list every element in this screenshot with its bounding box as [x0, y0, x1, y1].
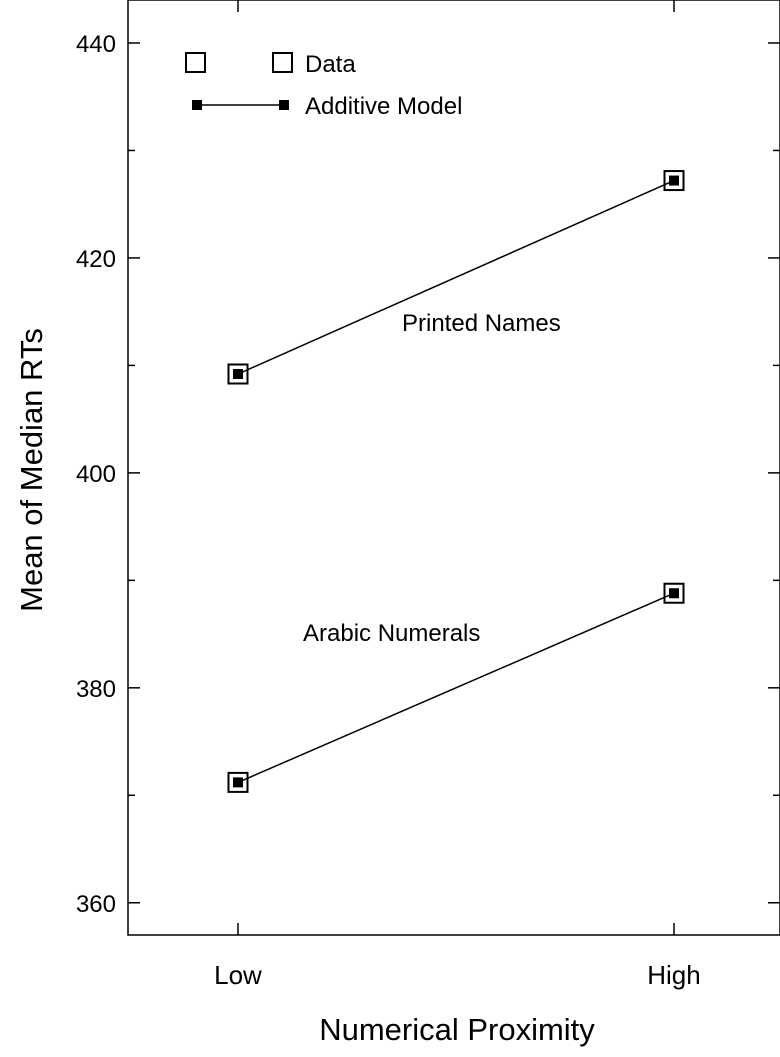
legend-data-marker-1 [185, 52, 206, 73]
model-point-arabic-numerals-high [669, 588, 679, 599]
y-tick-label-420: 420 [76, 246, 116, 273]
series-label-printed-names: Printed Names [402, 310, 561, 337]
y-tick-label-360: 360 [76, 891, 116, 918]
data-point-printed-names-low [227, 363, 249, 385]
data-point-printed-names-high [663, 170, 685, 192]
model-line-printed-names [237, 179, 675, 375]
model-point-arabic-numerals-low [233, 777, 243, 788]
model-point-printed-names-high [669, 175, 679, 186]
legend-label-data: Data [305, 51, 356, 78]
legend-model-marker-2 [279, 100, 289, 110]
legend-model-marker-1 [192, 100, 202, 110]
y-tick-label-440: 440 [76, 31, 116, 58]
x-axis-label: Numerical Proximity [319, 1012, 595, 1047]
legend-data-marker-2 [272, 52, 293, 73]
legend-label-additive-model: Additive Model [305, 93, 462, 120]
data-point-arabic-numerals-low [227, 771, 249, 793]
x-tick-label-high: High [647, 960, 700, 990]
y-axis-label: Mean of Median RTs [14, 328, 49, 612]
data-point-arabic-numerals-high [663, 582, 685, 604]
model-line-arabic-numerals [237, 592, 675, 784]
x-axis-ticks: Low High [214, 0, 701, 990]
y-tick-label-380: 380 [76, 676, 116, 703]
series-layer [227, 170, 685, 793]
model-point-printed-names-low [233, 369, 243, 379]
y-tick-label-400: 400 [76, 461, 116, 488]
y-axis-ticks: 360 380 400 420 440 [76, 31, 780, 918]
plot-frame [127, 0, 780, 936]
x-tick-label-low: Low [214, 960, 262, 990]
series-label-arabic-numerals: Arabic Numerals [303, 620, 480, 647]
legend: Data Additive Model [185, 51, 462, 120]
